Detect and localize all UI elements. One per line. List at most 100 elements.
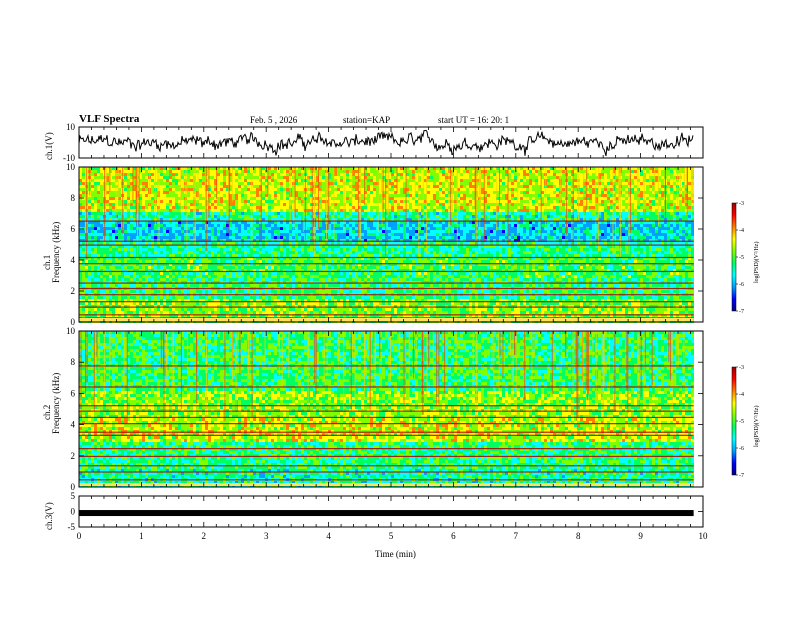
spectrogram-cell: [430, 170, 433, 173]
spectrogram-cell: [607, 167, 610, 170]
spectrogram-cell: [580, 170, 583, 173]
spectrogram-cell: [364, 209, 367, 212]
spectrogram-cell: [82, 185, 85, 188]
spectrogram-cell: [94, 170, 97, 173]
spectrogram-cell: [460, 209, 463, 212]
spectrogram-cell: [418, 185, 421, 188]
spectrogram-cell: [196, 191, 199, 194]
spectrogram-cell: [679, 209, 682, 212]
spectrogram-cell: [583, 221, 586, 224]
spectrogram-cell: [538, 173, 541, 176]
spectrogram-cell: [352, 173, 355, 176]
spectrogram-cell: [307, 215, 310, 218]
spectrogram-cell: [571, 179, 574, 182]
spectrogram-cell: [433, 191, 436, 194]
spectrogram-cell: [532, 200, 535, 203]
spectrogram-cell: [436, 188, 439, 191]
spectrogram-cell: [379, 176, 382, 179]
spectrogram-cell: [616, 179, 619, 182]
spectrogram-cell: [142, 206, 145, 209]
spectrogram-cell: [79, 194, 82, 197]
spectrogram-cell: [454, 176, 457, 179]
spectrogram-cell: [253, 236, 256, 239]
spectrogram-cell: [601, 206, 604, 209]
spectrogram-cell: [439, 194, 442, 197]
spectrogram-cell: [463, 182, 466, 185]
spectrogram-cell: [529, 209, 532, 212]
spectrogram-cell: [649, 191, 652, 194]
spectrogram-cell: [616, 209, 619, 212]
spectrogram-cell: [133, 230, 136, 233]
spectrogram-cell: [595, 194, 598, 197]
spectrogram-cell: [673, 236, 676, 239]
spectrogram-cell: [415, 194, 418, 197]
spectrogram-cell: [214, 173, 217, 176]
spectrogram-cell: [589, 188, 592, 191]
spectrogram-cell: [559, 221, 562, 224]
spectrogram-cell: [631, 179, 634, 182]
spectrogram-cell: [334, 179, 337, 182]
spectrogram-cell: [169, 191, 172, 194]
spectrogram-cell: [667, 236, 670, 239]
spectrogram-cell: [127, 206, 130, 209]
spectrogram-cell: [358, 206, 361, 209]
spectrogram-cell: [196, 218, 199, 221]
spectrogram-cell: [259, 194, 262, 197]
spectrogram-cell: [547, 188, 550, 191]
spectrogram-cell: [112, 236, 115, 239]
spectrogram-cell: [91, 170, 94, 173]
spectrogram-cell: [583, 203, 586, 206]
spectrogram-cell: [148, 233, 151, 236]
spectrogram-cell: [220, 224, 223, 227]
spectrogram-cell: [367, 230, 370, 233]
spectrogram-cell: [472, 200, 475, 203]
spectrogram-cell: [229, 173, 232, 176]
spectrogram-cell: [307, 167, 310, 170]
spectrogram-cell: [202, 227, 205, 230]
spectrogram-cell: [271, 179, 274, 182]
spectrogram-cell: [223, 224, 226, 227]
spectrogram-cell: [376, 200, 379, 203]
spectrogram-cell: [616, 215, 619, 218]
spectrogram-cell: [166, 239, 169, 242]
spectrogram-cell: [667, 212, 670, 215]
spectrogram-cell: [493, 179, 496, 182]
spectrogram-cell: [184, 212, 187, 215]
spectrogram-cell: [469, 233, 472, 236]
spectrogram-cell: [673, 170, 676, 173]
spectrogram-cell: [640, 194, 643, 197]
spectrogram-cell: [589, 230, 592, 233]
spectrogram-cell: [316, 209, 319, 212]
spectrogram-cell: [352, 179, 355, 182]
spectrogram-cell: [550, 227, 553, 230]
spectrogram-cell: [484, 224, 487, 227]
spectrogram-cell: [169, 173, 172, 176]
spectrogram-cell: [586, 230, 589, 233]
spectrogram-cell: [328, 200, 331, 203]
spectrogram-cell: [127, 182, 130, 185]
spectrogram-cell: [499, 224, 502, 227]
spectrogram-cell: [106, 206, 109, 209]
spectrogram-cell: [106, 227, 109, 230]
spectrogram-cell: [439, 182, 442, 185]
spectrogram-cell: [634, 203, 637, 206]
spectrogram-cell: [118, 191, 121, 194]
spectrogram-cell: [595, 197, 598, 200]
spectrogram-cell: [355, 200, 358, 203]
spectrogram-cell: [91, 179, 94, 182]
spectrogram-cell: [580, 209, 583, 212]
spectrogram-cell: [286, 233, 289, 236]
spectrogram-cell: [550, 188, 553, 191]
spectrogram-cell: [505, 182, 508, 185]
spectrogram-cell: [634, 170, 637, 173]
spectrogram-cell: [424, 188, 427, 191]
spectrogram-cell: [295, 191, 298, 194]
spectrogram-cell: [418, 176, 421, 179]
spectrogram-cell: [685, 218, 688, 221]
spectrogram-cell: [364, 212, 367, 215]
spectrogram-cell: [235, 221, 238, 224]
spectrogram-cell: [451, 212, 454, 215]
spectrogram-cell: [457, 221, 460, 224]
spectrogram-cell: [166, 206, 169, 209]
spectrogram-cell: [124, 200, 127, 203]
